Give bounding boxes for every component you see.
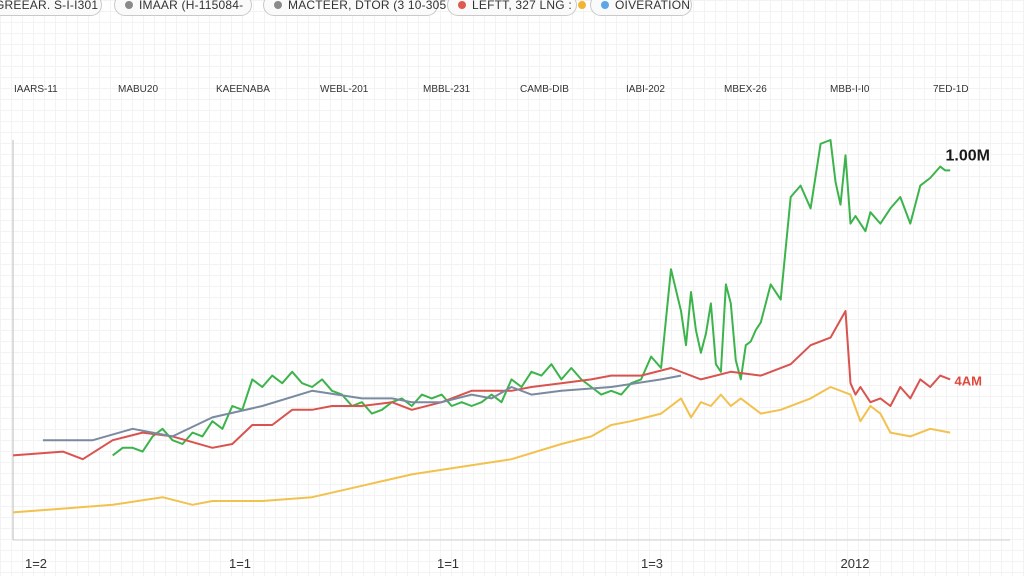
- column-header: CAMB-DIB: [520, 84, 569, 95]
- legend-item-greear[interactable]: GREEAR. S-I-I301: [0, 0, 102, 16]
- column-header: MBEX-26: [724, 84, 767, 95]
- column-header: WEBL-201: [320, 84, 369, 95]
- legend-dot-icon: [274, 1, 282, 9]
- legend-dot-icon: [125, 1, 133, 9]
- legend-item-macteer[interactable]: MACTEER, DTOR (3 10-305: [263, 0, 446, 16]
- x-tick-label: 1=1: [437, 556, 459, 571]
- column-header: KAEENABA: [216, 84, 270, 95]
- legend-label: GREEAR. S-I-I301: [0, 0, 99, 12]
- legend-label: MACTEER, DTOR (3 10-305: [288, 0, 447, 12]
- green-series-line: [112, 139, 951, 457]
- yellow-series-line: [12, 386, 951, 514]
- legend-item-imaar[interactable]: IMAAR (H-115084-: [114, 0, 252, 16]
- column-header: IAARS-11: [14, 84, 58, 95]
- column-header: MABU20: [118, 84, 159, 95]
- x-tick-label: 2012: [841, 556, 870, 571]
- column-header: MBB-I-I0: [830, 84, 870, 95]
- legend-dot-icon: [458, 1, 466, 9]
- legend-dot-icon: [577, 1, 586, 9]
- red-series-line: [12, 310, 951, 461]
- red-end-label: 4AM: [955, 373, 982, 388]
- green-end-label: 1.00M: [946, 147, 990, 164]
- legend-item-oiveration[interactable]: OIVERATION: [590, 0, 692, 16]
- legend-item-leftt[interactable]: LEFTT, 327 LNG :: [447, 0, 586, 16]
- column-header: MBBL-231: [423, 84, 471, 95]
- column-headers: IAARS-11 MABU20 KAEENABA WEBL-201 MBBL-2…: [0, 84, 1024, 98]
- x-tick-label: 1=1: [229, 556, 251, 571]
- column-header: 7ED-1D: [933, 84, 969, 95]
- column-header: IABI-202: [626, 84, 665, 95]
- legend-label: IMAAR (H-115084-: [139, 0, 244, 12]
- legend-label: LEFTT, 327 LNG :: [472, 0, 572, 12]
- legend: GREEAR. S-I-I301 IMAAR (H-115084- MACTEE…: [0, 0, 1024, 22]
- gray-series-line: [42, 374, 682, 442]
- legend-label: OIVERATION: [615, 0, 691, 12]
- legend-dot-icon: [601, 1, 609, 9]
- x-tick-label: 1=3: [641, 556, 663, 571]
- x-tick-label: 1=2: [25, 556, 47, 571]
